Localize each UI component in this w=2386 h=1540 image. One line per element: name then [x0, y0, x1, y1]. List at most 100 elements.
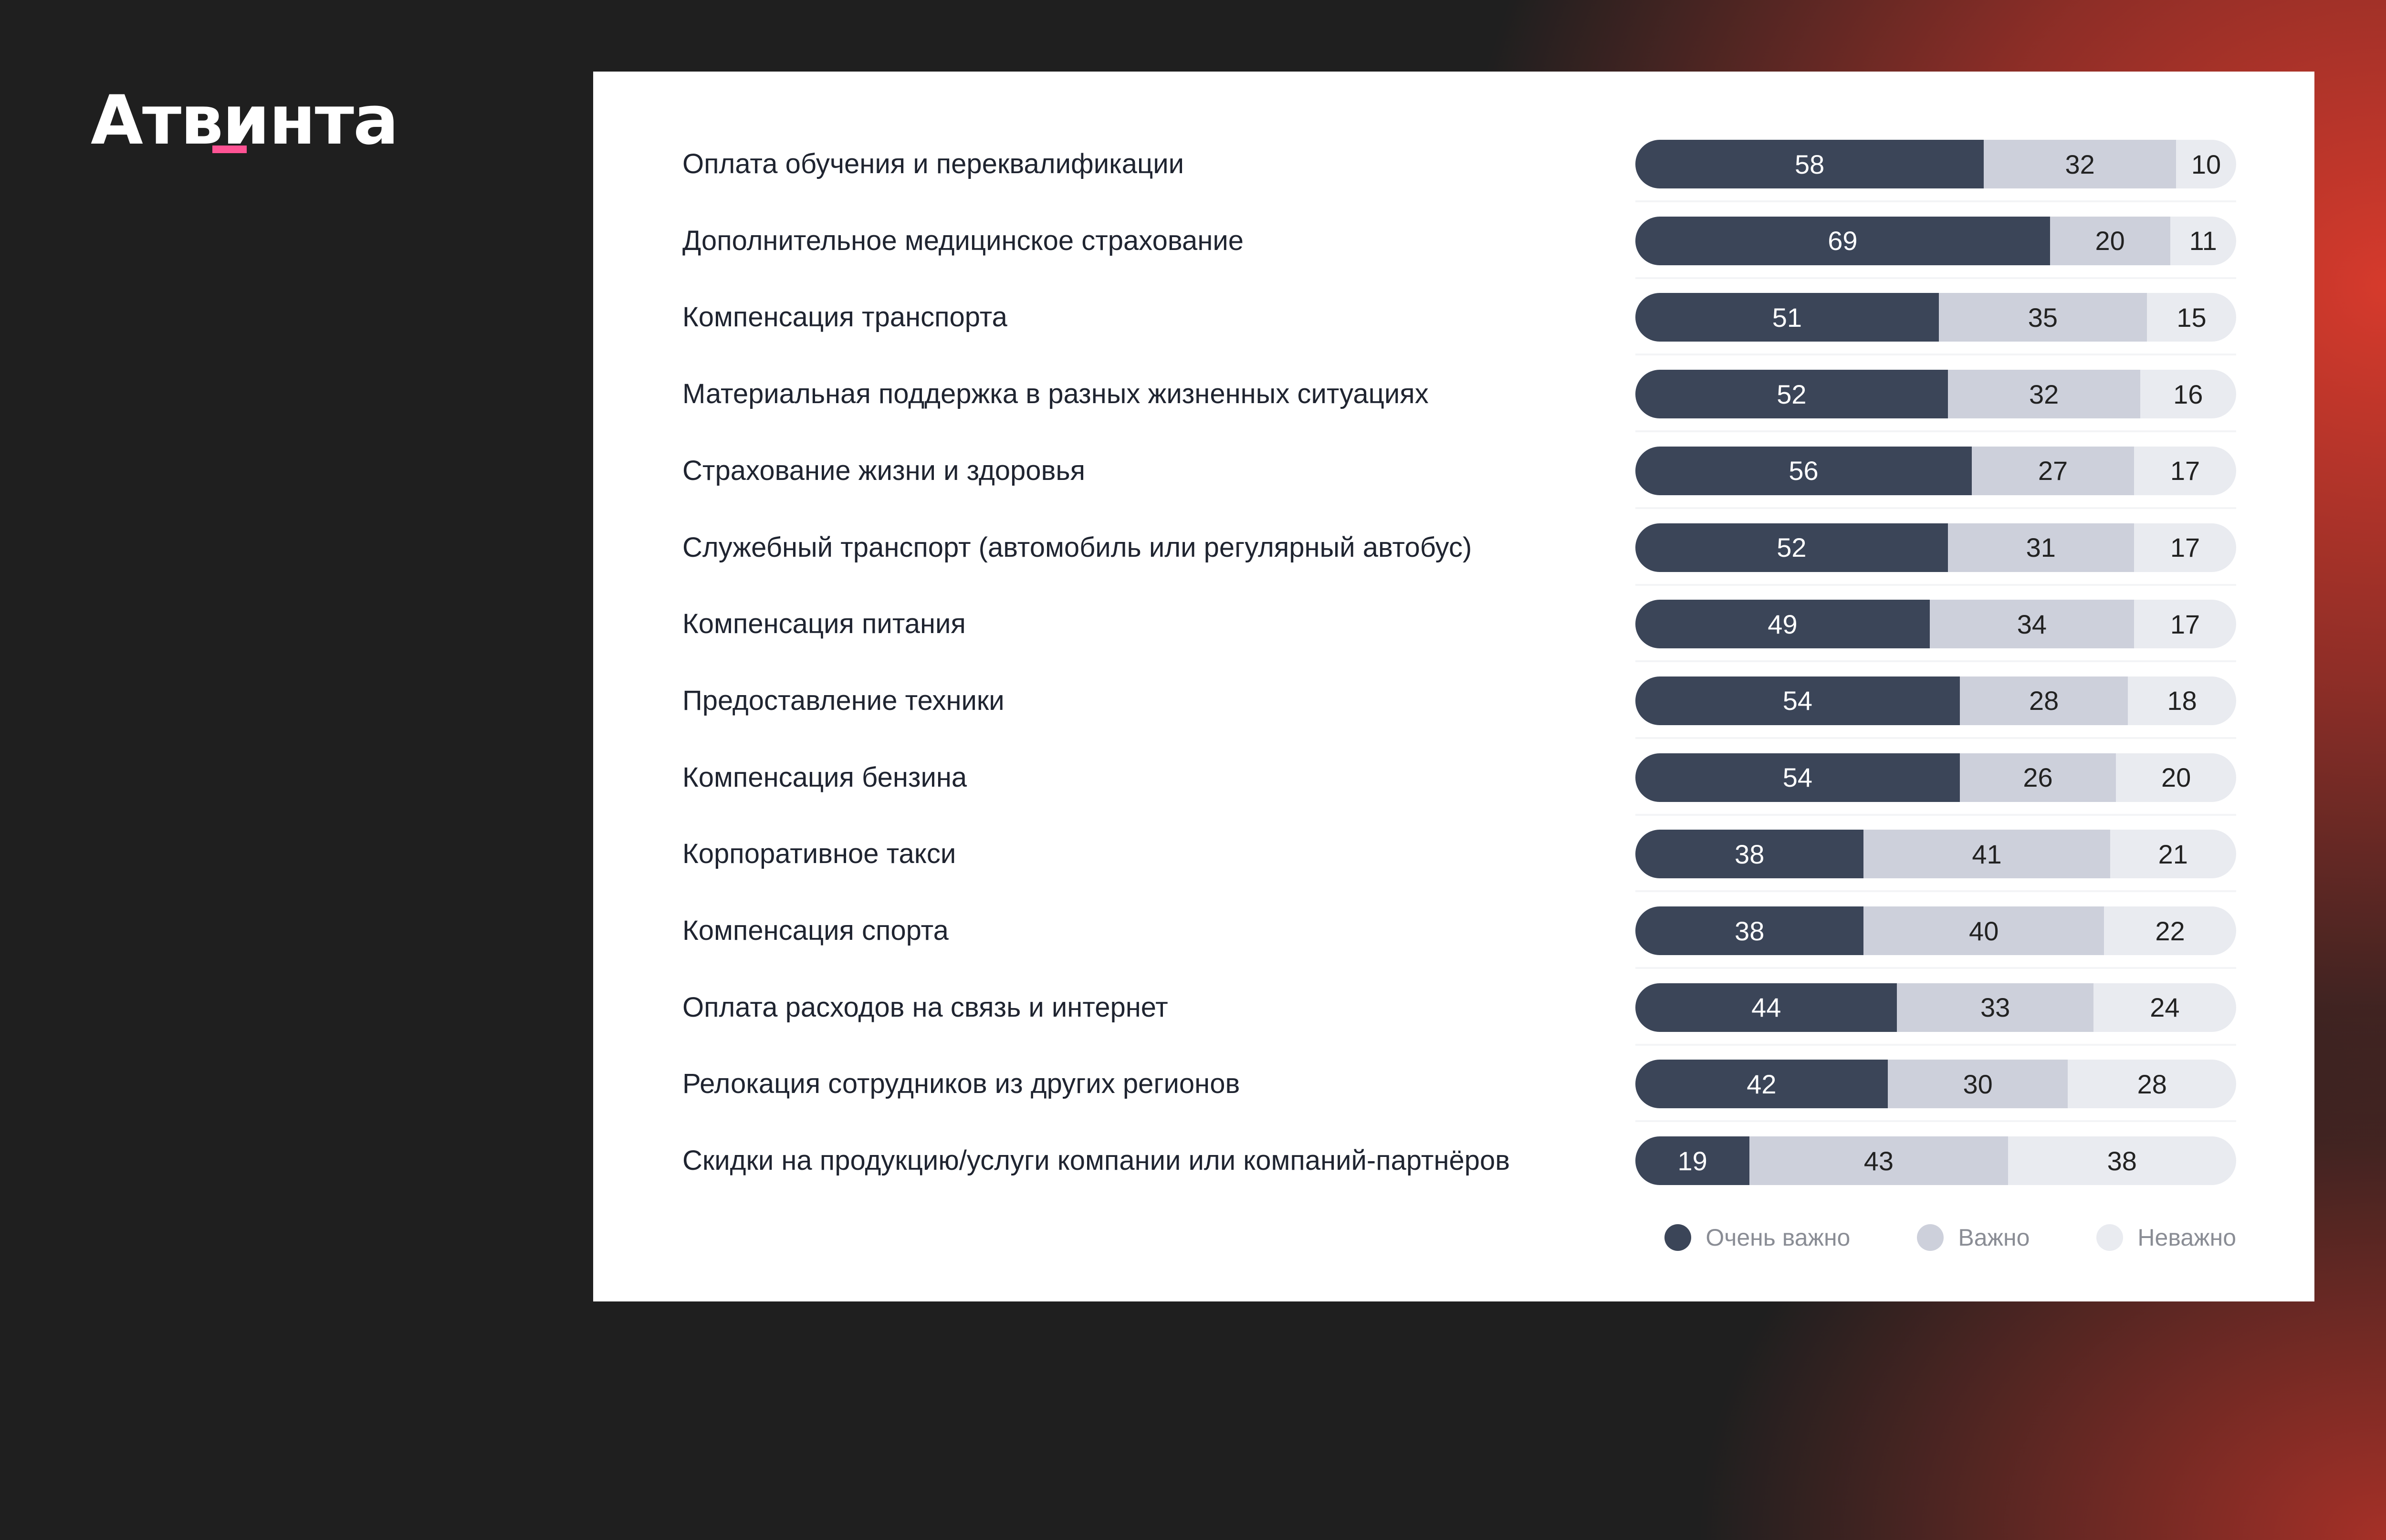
data-label: 41	[1972, 839, 2002, 869]
category-label: Страхование жизни и здоровья	[682, 455, 1086, 486]
bar-segment: 54	[1635, 753, 1960, 802]
bar-segment: 32	[1984, 140, 2177, 188]
category-label: Оплата обучения и переквалификации	[682, 148, 1184, 180]
bar-segment: 38	[1635, 906, 1864, 955]
data-label: 17	[2170, 456, 2200, 486]
category-label: Предоставление техники	[682, 685, 1005, 716]
bar-segment: 20	[2116, 753, 2236, 802]
data-label: 11	[2189, 226, 2217, 256]
bar-segment: 28	[2068, 1060, 2236, 1109]
bar-segment: 10	[2176, 140, 2236, 188]
bar-segment: 19	[1635, 1136, 1750, 1186]
data-label: 44	[1751, 992, 1781, 1023]
bar-segment: 16	[2140, 370, 2236, 419]
data-label: 28	[2137, 1069, 2167, 1099]
data-label: 20	[2095, 226, 2125, 256]
data-label: 20	[2161, 762, 2191, 793]
legend-item: Очень важно	[1664, 1224, 1850, 1251]
bar-segment: 22	[2104, 906, 2236, 955]
chart-row: Компенсация питания 49 34 17	[593, 586, 2314, 663]
stacked-bar: 58 32 10	[1635, 140, 2236, 188]
stacked-bar: 52 31 17	[1635, 523, 2236, 572]
bar-segment: 38	[2008, 1136, 2236, 1186]
data-label: 32	[2029, 379, 2059, 409]
bar-segment: 32	[1947, 370, 2140, 419]
category-label: Компенсация бензина	[682, 761, 967, 793]
data-label: 38	[1735, 916, 1765, 946]
data-label: 30	[1963, 1069, 1993, 1099]
bar-segment: 52	[1635, 523, 1948, 572]
data-label: 69	[1828, 226, 1858, 256]
data-label: 24	[2150, 992, 2180, 1023]
legend-item: Неважно	[2096, 1224, 2236, 1251]
data-label: 33	[1980, 992, 2010, 1023]
data-label: 17	[2170, 609, 2200, 639]
bar-segment: 54	[1635, 676, 1960, 725]
category-label: Служебный транспорт (автомобиль или регу…	[682, 531, 1472, 563]
stacked-bar: 38 40 22	[1635, 906, 2236, 955]
legend-dot-icon	[1917, 1224, 1944, 1251]
chart-row: Материальная поддержка в разных жизненны…	[593, 356, 2314, 433]
data-label: 38	[1735, 839, 1765, 869]
category-label: Компенсация питания	[682, 608, 966, 640]
legend: Очень важно Важно Неважно	[1664, 1224, 2236, 1251]
legend-label: Неважно	[2137, 1224, 2236, 1251]
category-label: Корпоративное такси	[682, 838, 956, 870]
bar-segment: 18	[2128, 676, 2236, 725]
stacked-bar: 42 30 28	[1635, 1060, 2236, 1109]
data-label: 49	[1768, 609, 1798, 639]
chart-row: Дополнительное медицинское страхование 69…	[593, 203, 2314, 279]
bar-segment: 52	[1635, 370, 1948, 419]
row-divider	[1635, 507, 2236, 509]
row-divider	[1635, 890, 2236, 893]
bar-segment: 17	[2134, 600, 2236, 649]
category-label: Компенсация спорта	[682, 915, 949, 947]
data-label: 16	[2173, 379, 2203, 409]
row-divider	[1635, 813, 2236, 816]
row-divider	[1635, 1043, 2236, 1046]
data-label: 54	[1782, 762, 1813, 793]
data-label: 38	[2107, 1145, 2137, 1176]
row-divider	[1635, 277, 2236, 279]
data-label: 17	[2170, 532, 2200, 562]
data-label: 52	[1777, 532, 1807, 562]
bar-segment: 40	[1863, 906, 2104, 955]
data-label: 32	[2065, 149, 2095, 179]
data-label: 22	[2155, 916, 2185, 946]
stacked-bar: 54 26 20	[1635, 753, 2236, 802]
bar-segment: 58	[1635, 140, 1984, 188]
data-label: 35	[2028, 302, 2058, 333]
bar-segment: 38	[1635, 830, 1864, 879]
bar-segment: 24	[2093, 983, 2236, 1032]
data-label: 54	[1782, 686, 1813, 716]
data-label: 34	[2017, 609, 2047, 639]
chart-row: Компенсация спорта 38 40 22	[593, 893, 2314, 969]
bar-segment: 28	[1959, 676, 2128, 725]
bar-segment: 42	[1635, 1060, 1888, 1109]
chart-row: Скидки на продукцию/услуги компании или …	[593, 1123, 2314, 1199]
legend-dot-icon	[2096, 1224, 2124, 1251]
bar-segment: 35	[1938, 293, 2147, 342]
bar-segment: 15	[2147, 293, 2236, 342]
chart-row: Корпоративное такси 38 41 21	[593, 816, 2314, 893]
row-divider	[1635, 967, 2236, 969]
data-label: 56	[1789, 456, 1819, 486]
chart-row: Оплата расходов на связь и интернет 44 33 2…	[593, 969, 2314, 1046]
data-label: 43	[1863, 1145, 1894, 1176]
stacked-bar: 56 27 17	[1635, 446, 2236, 495]
data-label: 51	[1772, 302, 1802, 333]
row-divider	[1635, 200, 2236, 202]
stacked-bar: 38 41 21	[1635, 830, 2236, 879]
chart-row: Оплата обучения и переквалификации 58 32 10	[593, 126, 2314, 202]
row-divider	[1635, 354, 2236, 356]
data-label: 15	[2177, 302, 2207, 333]
data-label: 18	[2167, 686, 2197, 716]
bar-segment: 33	[1897, 983, 2093, 1032]
data-label: 19	[1677, 1145, 1707, 1176]
bar-segment: 31	[1947, 523, 2134, 572]
data-label: 40	[1969, 916, 1999, 946]
bar-segment: 27	[1972, 446, 2134, 495]
stacked-bar: 19 43 38	[1635, 1136, 2236, 1186]
bar-segment: 56	[1635, 446, 1972, 495]
bar-segment: 26	[1959, 753, 2116, 802]
